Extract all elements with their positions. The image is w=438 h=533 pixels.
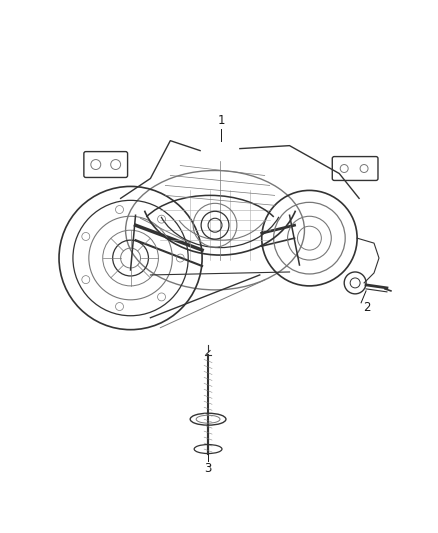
Text: 3: 3 (205, 463, 212, 475)
Text: 2: 2 (363, 301, 371, 314)
Text: 1: 1 (217, 114, 225, 127)
